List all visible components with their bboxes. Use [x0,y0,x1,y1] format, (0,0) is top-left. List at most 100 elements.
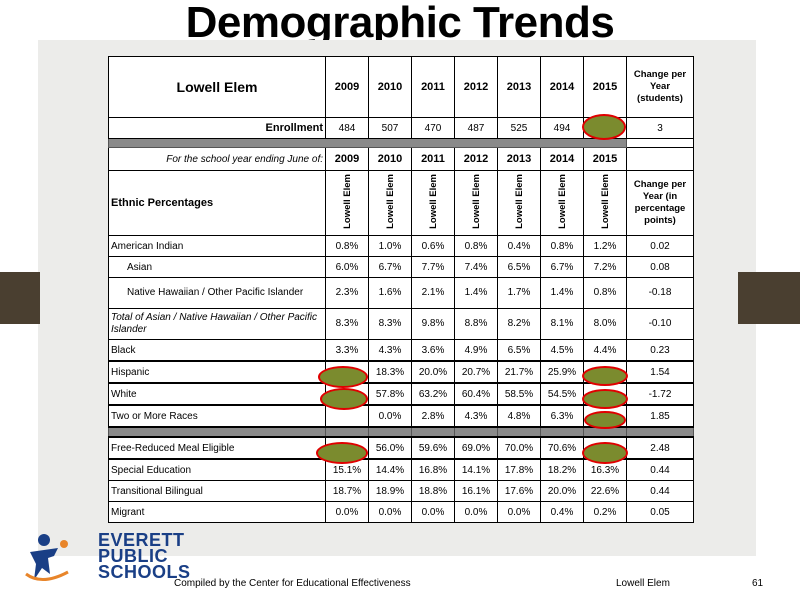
change-points-header: Change per Year (in percentage points) [626,170,694,236]
page-number: 61 [752,578,764,589]
cell-value: 1.6% [368,277,412,309]
table-row: Free-Reduced Meal Eligible 56.0% 59.6% 69.0… [108,436,694,460]
cell-value: 3.3% [325,339,369,362]
cell-value: 18.8% [411,480,455,502]
cell-value: 0.8% [325,235,369,257]
highlight-oval [582,389,628,409]
column-school-label: Lowell Elem [513,174,525,229]
highlight-oval [582,366,628,386]
cell-value: 20.0% [540,480,584,502]
logo-figure-icon [25,534,69,581]
cell-value: 20.0% [411,360,455,384]
cell-value: 0.2% [583,501,627,523]
year-header: 2015 [583,147,627,171]
cell-value: 0.8% [454,235,498,257]
cell-value: 69.0% [454,436,498,460]
highlight-oval [320,388,368,410]
cell-value: 60.4% [454,382,498,406]
column-school-label: Lowell Elem [599,174,611,229]
column-school-label: Lowell Elem [384,174,396,229]
cell-value: 1.4% [454,277,498,309]
header-row: Lowell Elem 2009 2010 2011 2012 2013 201… [108,56,694,118]
cell-value: 20.7% [454,360,498,384]
year-header: 2015 [583,56,627,118]
cell-value: 8.2% [497,308,541,340]
row-label: Free-Reduced Meal Eligible [108,436,326,460]
cell-value: 2.3% [325,277,369,309]
column-school-label: Lowell Elem [470,174,482,229]
demographic-table: Lowell Elem 2009 2010 2011 2012 2013 201… [108,56,694,523]
cell-value: 70.0% [497,436,541,460]
enrollment-value: 487 [454,117,498,139]
school-year-row: For the school year ending June of: 2009… [108,147,694,171]
cell-value: 8.1% [540,308,584,340]
change-value: 0.44 [626,480,694,502]
ethnic-percentages-label: Ethnic Percentages [108,170,326,236]
cell-value: 14.1% [454,458,498,481]
change-value: 0.23 [626,339,694,362]
enrollment-change: 3 [626,117,694,139]
cell-value: 4.4% [583,339,627,362]
cell-value: 4.5% [540,339,584,362]
change-students-header: Change per Year (students) [626,56,694,118]
footer-credit: Compiled by the Center for Educational E… [174,578,411,589]
year-header: 2012 [454,56,498,118]
cell-value: 6.7% [368,256,412,278]
change-value: 1.54 [626,360,694,384]
row-label: White [108,382,326,406]
cell-value: 0.0% [325,501,369,523]
highlight-oval [318,366,368,388]
cell-value: 22.6% [583,480,627,502]
highlight-oval [316,442,368,464]
change-value: -0.18 [626,277,694,309]
cell-value: 63.2% [411,382,455,406]
cell-value: 0.0% [368,501,412,523]
cell-value: 8.8% [454,308,498,340]
cell-value: 14.4% [368,458,412,481]
cell-value: 0.0% [454,501,498,523]
year-header: 2013 [497,147,541,171]
enrollment-label: Enrollment [108,117,326,139]
row-label: Special Education [108,458,326,481]
cell-value: 3.6% [411,339,455,362]
table-row: Total of Asian / Native Hawaiian / Other… [108,308,694,340]
cell-value: 4.3% [368,339,412,362]
cell-value: 8.0% [583,308,627,340]
cell-value: 18.7% [325,480,369,502]
right-tab-decoration [738,272,800,324]
enrollment-value: 470 [411,117,455,139]
cell-value: 6.3% [540,404,584,428]
year-header: 2009 [325,147,369,171]
cell-value: 9.8% [411,308,455,340]
row-label: Total of Asian / Native Hawaiian / Other… [108,308,326,340]
cell-value: 1.4% [540,277,584,309]
year-header: 2009 [325,56,369,118]
cell-value: 4.3% [454,404,498,428]
year-header: 2013 [497,56,541,118]
cell-value: 1.2% [583,235,627,257]
cell-value: 17.8% [497,458,541,481]
row-label: Native Hawaiian / Other Pacific Islander [108,277,326,309]
cell-value: 54.5% [540,382,584,406]
cell-value: 18.3% [368,360,412,384]
cell-value: 0.0% [411,501,455,523]
highlight-oval [584,411,626,429]
year-header: 2010 [368,56,412,118]
everett-public-schools-logo: EVERETT PUBLIC SCHOOLS [24,530,190,586]
row-label: Two or More Races [108,404,326,428]
cell-value: 1.7% [497,277,541,309]
cell-value: 2.8% [411,404,455,428]
change-value: 0.05 [626,501,694,523]
year-header: 2011 [411,147,455,171]
cell-value: 17.6% [497,480,541,502]
cell-value: 4.8% [497,404,541,428]
change-value: 0.44 [626,458,694,481]
column-school-label: Lowell Elem [427,174,439,229]
enrollment-value: 507 [368,117,412,139]
logo-line-2: PUBLIC [98,546,168,566]
cell-value: 18.9% [368,480,412,502]
year-header: 2011 [411,56,455,118]
cell-value: 8.3% [325,308,369,340]
column-school-label: Lowell Elem [341,174,353,229]
table-row: American Indian 0.8% 1.0% 0.6% 0.8% 0.4% 0.8% 1… [108,235,694,257]
